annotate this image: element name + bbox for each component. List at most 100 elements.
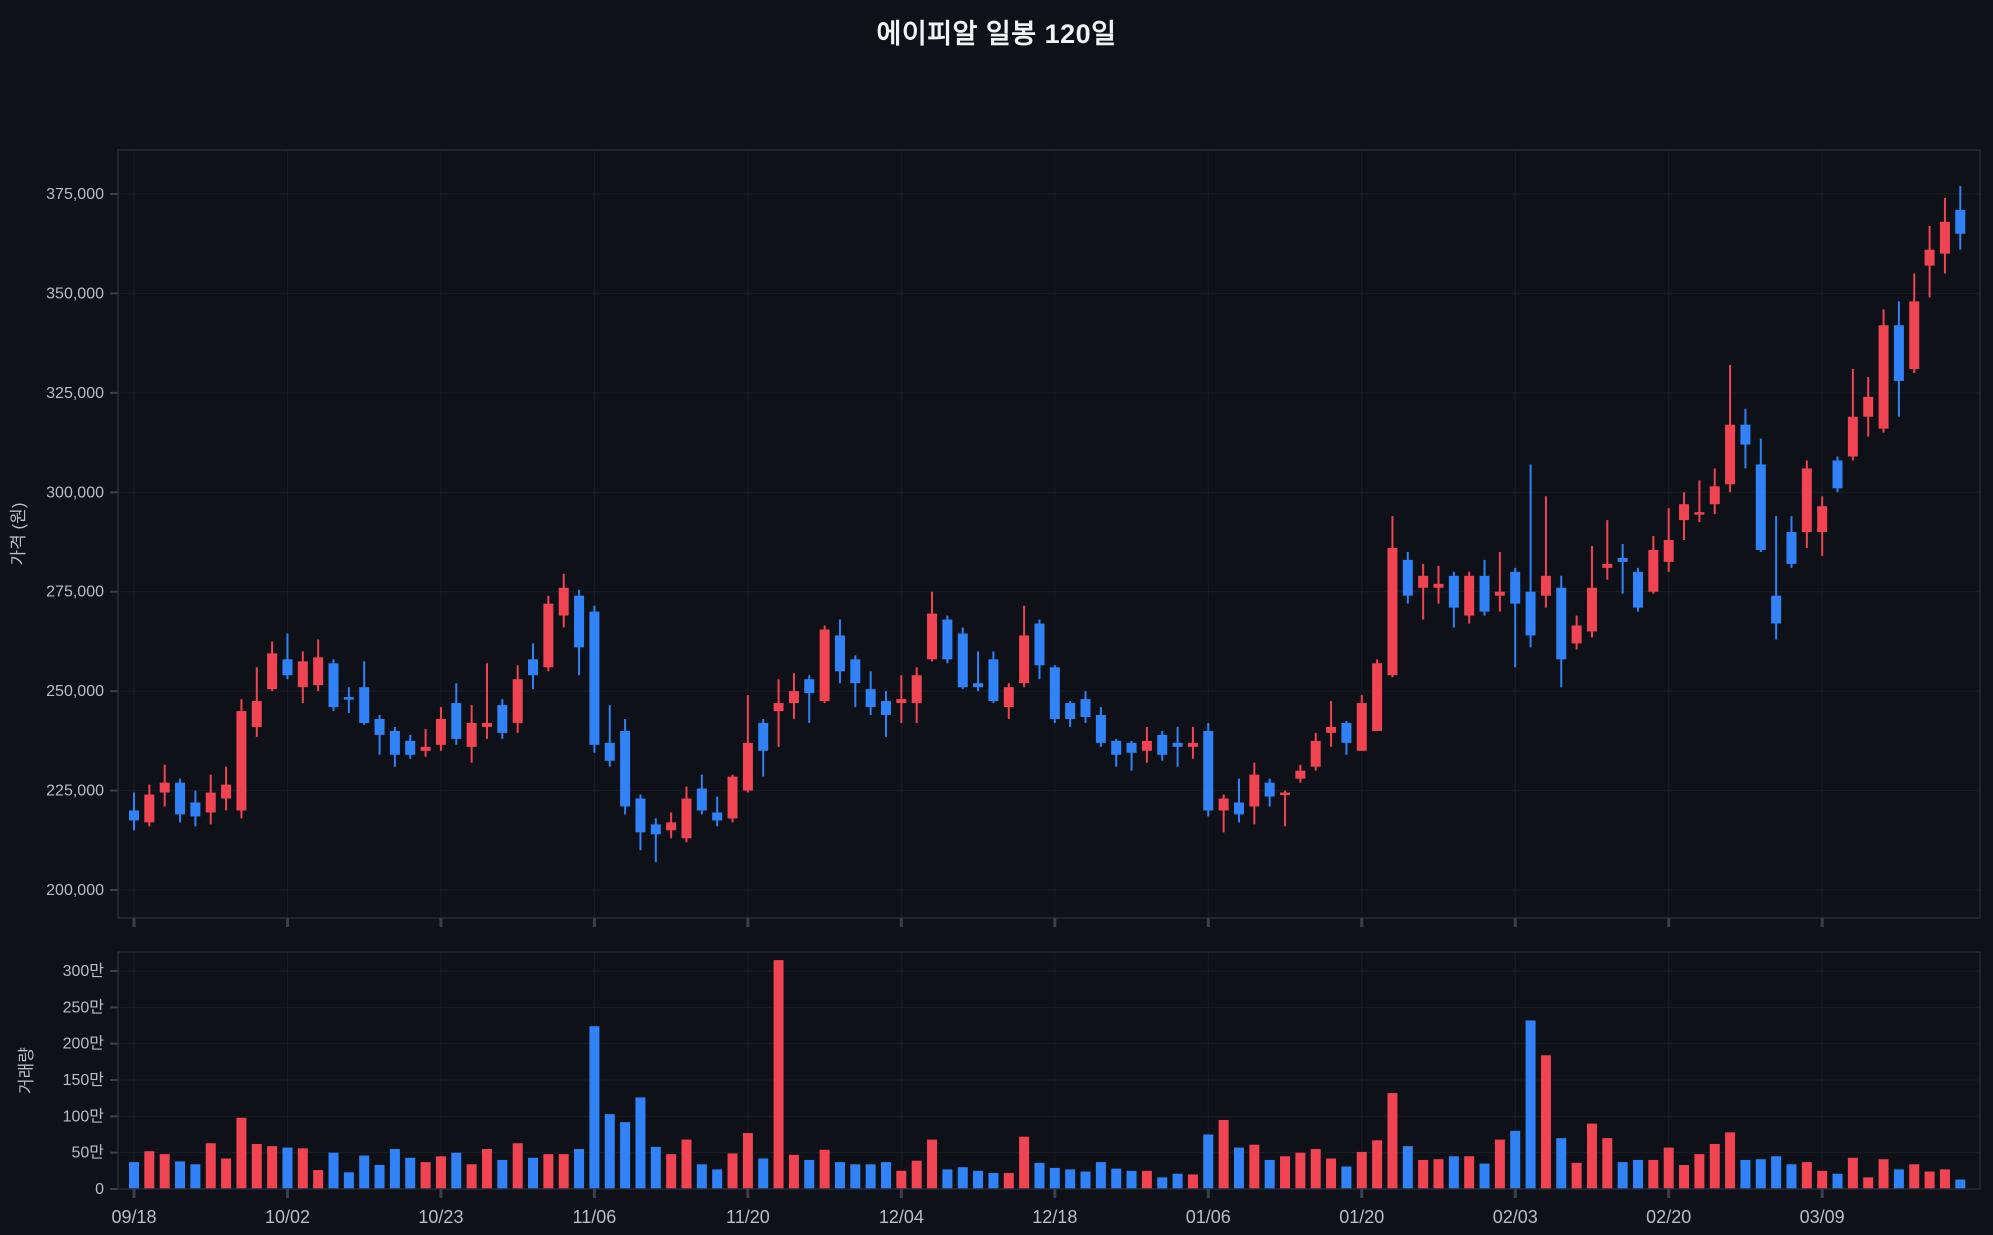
volume-bar [1540, 1055, 1551, 1189]
volume-bar [1494, 1139, 1505, 1189]
volume-bar [1280, 1156, 1291, 1189]
candle-body [1111, 740, 1122, 755]
candle-body [1187, 742, 1198, 747]
candle-body [1847, 416, 1858, 457]
candle-body [1725, 424, 1736, 485]
volume-bar [1709, 1143, 1720, 1189]
candle-body [313, 657, 324, 686]
volume-bar [1755, 1159, 1766, 1189]
candle-body [650, 824, 661, 835]
volume-bar [405, 1157, 416, 1189]
volume-bar [973, 1170, 984, 1189]
volume-bar [742, 1133, 753, 1189]
candle-body [1786, 532, 1797, 564]
volume-bar [1663, 1147, 1674, 1189]
candle-body [175, 782, 186, 815]
volume-bar [190, 1164, 201, 1189]
volume-bar [1771, 1156, 1782, 1189]
volume-bar [497, 1159, 508, 1189]
candle-body [435, 718, 446, 745]
candle-body [957, 633, 968, 688]
volume-bar [773, 960, 784, 1189]
volume-bar [1065, 1169, 1076, 1189]
volume-bar [1556, 1138, 1567, 1189]
candle-body [574, 595, 585, 648]
volume-bar [819, 1149, 830, 1189]
volume-bar [650, 1146, 661, 1189]
volume-axis-title: 거래량 [17, 1047, 36, 1094]
candle-body [236, 711, 247, 811]
volume-bar [1801, 1162, 1812, 1189]
price-tick-label: 200,000 [46, 882, 104, 899]
candle-body [1095, 715, 1106, 743]
candle-body [497, 705, 508, 733]
candle-body [528, 659, 539, 676]
candle-body [1924, 249, 1935, 266]
candle-body [819, 629, 830, 702]
candle-body [282, 659, 293, 676]
candle-body [1510, 571, 1521, 604]
volume-tick-label: 250만 [63, 998, 105, 1016]
volume-bar [159, 1154, 170, 1189]
candle-body [1525, 591, 1536, 636]
volume-bar [1049, 1167, 1060, 1189]
volume-bar [1924, 1171, 1935, 1189]
volume-bar [1878, 1159, 1889, 1189]
volume-bar [834, 1162, 845, 1189]
candle-body [1034, 623, 1045, 666]
volume-bar [435, 1156, 446, 1189]
volume-bar [1310, 1149, 1321, 1189]
date-tick-label: 03/09 [1800, 1207, 1845, 1227]
volume-bar [1203, 1134, 1214, 1189]
candle-body [343, 697, 354, 700]
candle-body [1740, 424, 1751, 445]
price-tick-label: 375,000 [46, 186, 104, 203]
volume-bar [1326, 1158, 1337, 1189]
candle-body [1264, 782, 1275, 797]
candle-body [328, 663, 339, 708]
volume-bar [1356, 1151, 1367, 1189]
volume-bar [420, 1162, 431, 1189]
volume-bar [1586, 1123, 1597, 1189]
price-tick-label: 250,000 [46, 683, 104, 700]
candle-body [1633, 571, 1644, 608]
candle-body [1602, 563, 1613, 568]
date-tick-label: 01/20 [1339, 1207, 1384, 1227]
candle-body [773, 703, 784, 712]
volume-bar [359, 1155, 370, 1189]
volume-tick-label: 150만 [63, 1071, 105, 1089]
candle-body [881, 701, 892, 716]
volume-bar [1740, 1159, 1751, 1189]
volume-bar [236, 1117, 247, 1189]
volume-bar [666, 1154, 677, 1189]
candle-body [973, 683, 984, 688]
volume-bar [1126, 1170, 1137, 1189]
volume-bar [1372, 1140, 1383, 1189]
candle-body [543, 603, 554, 668]
volume-bar [313, 1170, 324, 1189]
candle-body [927, 613, 938, 660]
volume-bar [927, 1139, 938, 1189]
volume-bar [988, 1173, 999, 1189]
volume-bar [712, 1169, 723, 1189]
volume-bar [758, 1158, 769, 1189]
candle-body [1080, 699, 1091, 717]
candle-body [1832, 460, 1843, 489]
candle-body [251, 701, 262, 727]
candle-body [758, 722, 769, 751]
volume-bar [957, 1167, 968, 1189]
candle-body [221, 784, 232, 799]
volume-bar [528, 1157, 539, 1189]
volume-bar [911, 1160, 922, 1189]
candle-body [1709, 486, 1720, 505]
date-tick-label: 09/18 [111, 1207, 156, 1227]
candle-body [420, 746, 431, 751]
volume-bar [1295, 1152, 1306, 1189]
volume-bar [635, 1097, 646, 1189]
volume-bar [1863, 1177, 1874, 1189]
candle-body [1280, 792, 1291, 796]
volume-tick-label: 50만 [71, 1144, 104, 1162]
candle-body [1141, 740, 1152, 751]
date-tick-label: 01/06 [1186, 1207, 1231, 1227]
